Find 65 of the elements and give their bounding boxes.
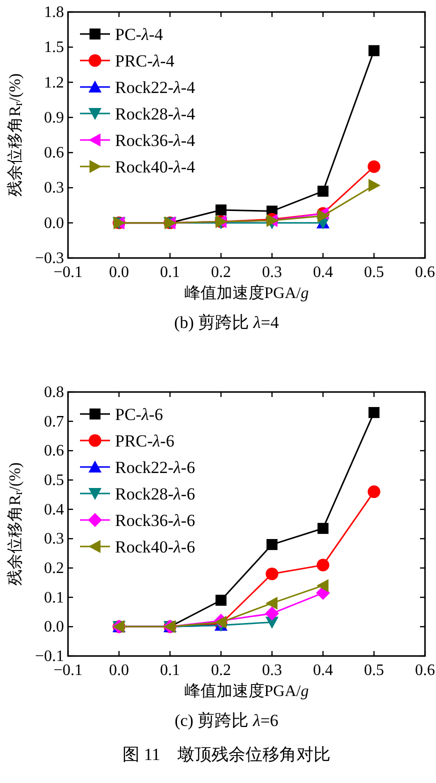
point xyxy=(368,160,380,173)
x-tick-label: 0.0 xyxy=(109,264,129,281)
text: (b) 剪跨比 λ=4 xyxy=(174,313,280,332)
point xyxy=(316,579,328,592)
x-tick-label: 0.2 xyxy=(211,264,231,281)
caption: 图 11 墩顶残余位移角对比 xyxy=(122,745,330,764)
y-tick-label: 0.8 xyxy=(44,384,64,401)
point xyxy=(368,407,380,418)
y-tick-label: 0.7 xyxy=(44,413,64,430)
x-tick-label: 0.5 xyxy=(364,662,384,679)
point xyxy=(216,594,226,606)
y-tick-label: −0.1 xyxy=(34,648,64,665)
x-tick-label: 0.6 xyxy=(415,662,435,679)
legend-label: Rock22-λ-4 xyxy=(115,78,196,97)
point xyxy=(266,568,278,580)
point xyxy=(316,558,330,572)
legend-label: Rock36-λ-6 xyxy=(115,511,196,530)
y-tick-label: 0.0 xyxy=(44,214,64,232)
x-axis-title: 峰值加速度PGA/g xyxy=(184,682,309,700)
legend-label: PC-λ-4 xyxy=(115,25,164,44)
legend-label: PRC-λ-6 xyxy=(115,432,174,450)
x-tick-label: 0.6 xyxy=(415,264,435,281)
y-tick-label: 0.3 xyxy=(44,180,64,197)
x-tick-label: 0.0 xyxy=(109,662,129,679)
point xyxy=(266,539,278,550)
legend-label: PC-λ-6 xyxy=(115,405,164,424)
legend-label: Rock28-λ-6 xyxy=(115,484,196,504)
point xyxy=(368,45,380,56)
y-tick-label: 0.1 xyxy=(44,589,64,606)
y-tick-label: 1.2 xyxy=(44,74,64,92)
legend-label: Rock40-λ-6 xyxy=(115,538,196,556)
x-tick-label: 0.5 xyxy=(364,264,384,281)
y-tick-label: 1.8 xyxy=(44,4,64,21)
x-tick-label: 0.1 xyxy=(160,264,180,281)
x-tick-label: 0.2 xyxy=(211,662,231,679)
legend-label: Rock36-λ-4 xyxy=(115,131,196,150)
y-tick-label: 0.9 xyxy=(44,109,64,126)
point xyxy=(368,178,380,192)
y-tick-label: −0.3 xyxy=(34,250,64,267)
legend-label: Rock28-λ-4 xyxy=(115,104,196,124)
x-tick-label: 0.4 xyxy=(313,662,333,679)
y-tick-label: 0.6 xyxy=(44,442,64,460)
x-tick-label: 0.4 xyxy=(313,264,333,281)
point xyxy=(318,209,330,222)
x-axis-title: 峰值加速度PGA/g xyxy=(184,284,309,302)
y-tick-label: 0.4 xyxy=(44,501,64,518)
point xyxy=(265,606,279,620)
legend-label: Rock40-λ-4 xyxy=(115,158,196,176)
point xyxy=(266,596,278,610)
legend-label: PRC-λ-4 xyxy=(115,52,175,70)
point xyxy=(368,485,380,498)
x-tick-label: 0.3 xyxy=(262,662,282,679)
x-tick-label: 0.1 xyxy=(160,662,180,679)
point xyxy=(318,522,328,534)
point xyxy=(216,204,226,216)
y-tick-label: 0.5 xyxy=(44,472,64,489)
y-tick-label: 0.0 xyxy=(44,618,64,636)
y-tick-label: 0.3 xyxy=(44,530,64,548)
point xyxy=(318,186,328,197)
text: (c) 剪跨比 λ=6 xyxy=(174,711,278,730)
y-tick-label: 1.5 xyxy=(44,39,64,56)
y-tick-label: 0.6 xyxy=(44,144,64,162)
legend-label: Rock22-λ-6 xyxy=(115,458,196,477)
y-tick-label: 0.2 xyxy=(44,560,64,577)
x-tick-label: 0.3 xyxy=(262,264,282,281)
